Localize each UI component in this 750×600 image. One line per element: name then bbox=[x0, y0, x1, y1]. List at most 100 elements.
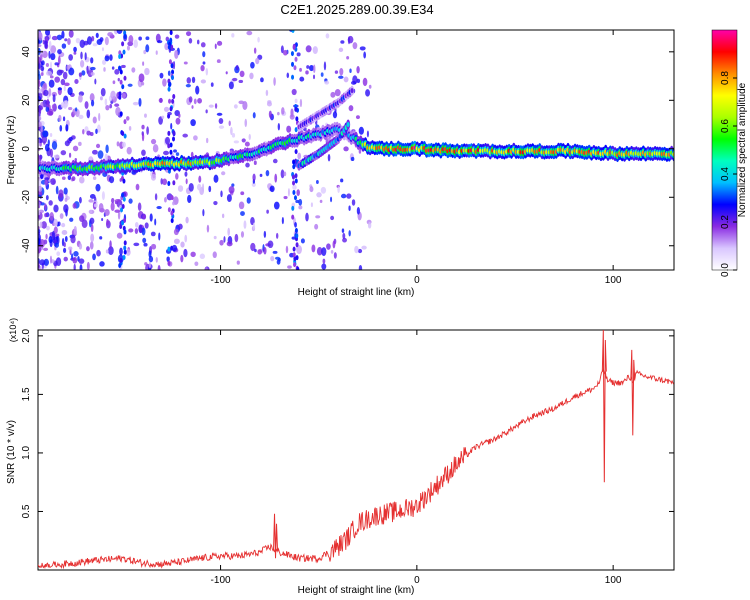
spectrogram-speckle bbox=[92, 176, 97, 181]
spectrogram-speckle bbox=[172, 201, 176, 206]
spectrogram-speckle bbox=[277, 123, 280, 131]
spectrogram-speckle bbox=[206, 137, 209, 144]
snr-ytick-label: 0.5 bbox=[21, 504, 32, 518]
spectrogram-speckle bbox=[265, 169, 270, 177]
spectrogram-speckle bbox=[128, 35, 134, 45]
spectrogram-speckle bbox=[68, 136, 73, 142]
spectrogram-speckle bbox=[355, 115, 360, 120]
colorbar-tick-label: 0.0 bbox=[720, 263, 731, 277]
spectrogram-speckle bbox=[38, 210, 41, 216]
spectrogram-speckle bbox=[141, 132, 145, 142]
spectrogram-speckle bbox=[311, 244, 316, 253]
spectrogram-speckle bbox=[322, 258, 326, 264]
spectrogram-speckle bbox=[358, 148, 362, 154]
spectrogram-speckle bbox=[197, 98, 202, 104]
spectrogram-speckle bbox=[90, 66, 96, 71]
spectrogram-speckle bbox=[267, 240, 274, 249]
spectrogram-speckle bbox=[272, 250, 278, 254]
spectrogram-speckle bbox=[313, 64, 316, 74]
spectrogram-speckle bbox=[123, 75, 127, 81]
spectrogram-speckle bbox=[175, 117, 181, 125]
spectrogram-speckle bbox=[365, 89, 371, 97]
spectrogram-speckle bbox=[202, 51, 206, 58]
spectrogram-speckle bbox=[68, 54, 74, 61]
spectrogram-speckle bbox=[60, 78, 66, 86]
spectrogram-speckle bbox=[111, 66, 115, 70]
spectrogram-speckle bbox=[163, 106, 170, 112]
snr-ytick-label: 1.5 bbox=[21, 387, 32, 401]
spectrogram-speckle bbox=[73, 263, 76, 270]
spectrogram-speckle bbox=[63, 85, 66, 92]
spectrogram-speckle bbox=[69, 217, 74, 222]
spectrogram-speckle bbox=[346, 193, 352, 199]
spectrogram-speckle bbox=[367, 221, 372, 229]
colorbar-ticks: 0.0 0.2 0.4 0.6 0.8 bbox=[720, 71, 737, 277]
spectrogram-speckle bbox=[293, 65, 297, 71]
spectrogram-speckle bbox=[102, 59, 107, 65]
spectrogram-speckle bbox=[277, 111, 280, 116]
spectrogram-speckle bbox=[297, 152, 302, 160]
spectrogram-speckle bbox=[101, 47, 105, 52]
spectrogram-speckle bbox=[283, 171, 287, 177]
branch-core bbox=[350, 88, 354, 94]
spectrogram-speckle bbox=[121, 92, 127, 99]
spectrogram-speckle bbox=[73, 51, 77, 55]
spectrogram-speckle bbox=[38, 116, 42, 121]
spectrogram-speckle bbox=[278, 257, 281, 262]
spectrogram-speckle bbox=[38, 62, 41, 70]
spectrogram-speckle bbox=[292, 246, 296, 252]
spectrogram-speckle bbox=[75, 107, 78, 112]
spectrogram-speckle bbox=[252, 173, 256, 182]
snr-spike bbox=[601, 330, 607, 483]
spectrogram-speckle bbox=[63, 187, 68, 195]
spectrogram-speckle bbox=[156, 40, 163, 44]
spectrogram-speckle bbox=[305, 212, 309, 222]
spectrogram-speckle bbox=[186, 77, 192, 84]
spectrogram-speckle bbox=[316, 192, 322, 198]
snr-ticks: -100 0 100 0.5 1.0 1.5 2.0 bbox=[21, 328, 674, 586]
spectrogram-speckle bbox=[294, 221, 297, 228]
colorbar-tick-label: 0.6 bbox=[720, 119, 731, 133]
spectrogram-xlabel: Height of straight line (km) bbox=[298, 287, 415, 298]
spectrogram-speckle bbox=[348, 230, 351, 237]
spectrogram-speckle bbox=[168, 59, 172, 65]
spectrogram-panel: -100 0 100 -40 -20 0 20 40 Height of straight l… bbox=[6, 29, 675, 298]
spectrogram-speckle bbox=[109, 54, 113, 61]
spectrogram-speckle bbox=[90, 223, 94, 233]
spectrogram-speckle bbox=[347, 36, 351, 45]
spectrogram-speckle bbox=[38, 44, 42, 48]
spectrogram-speckle bbox=[306, 65, 310, 69]
spectrogram-speckle bbox=[156, 205, 162, 210]
spectrogram-speckle bbox=[281, 107, 285, 115]
spectrogram-speckle bbox=[348, 205, 351, 211]
spectrogram-speckle bbox=[341, 228, 345, 233]
spectrogram-speckle bbox=[214, 103, 218, 109]
spectrogram-speckle bbox=[200, 79, 207, 84]
spectrogram-speckle bbox=[188, 183, 194, 192]
spectrogram-speckle bbox=[105, 105, 110, 111]
spectrogram-speckle bbox=[295, 233, 299, 239]
spectrogram-speckle bbox=[172, 130, 176, 136]
spectrogram-speckle bbox=[185, 178, 188, 185]
spectrogram-speckle bbox=[57, 87, 62, 91]
spectrogram-ticks: -100 0 100 -40 -20 0 20 40 bbox=[21, 30, 674, 286]
spectrogram-speckle bbox=[64, 236, 68, 243]
spectrogram-speckle bbox=[86, 261, 90, 270]
spectrogram-speckle bbox=[168, 81, 172, 87]
spectrogram-speckle bbox=[167, 181, 171, 187]
spectrogram-speckle bbox=[39, 221, 43, 229]
snr-plot-area bbox=[38, 330, 674, 570]
spectrogram-speckle bbox=[114, 103, 120, 107]
spectrogram-speckle bbox=[90, 99, 95, 107]
spectrogram-speckle bbox=[118, 65, 122, 71]
spectrogram-speckle bbox=[86, 65, 89, 75]
spectrogram-speckle bbox=[205, 267, 208, 270]
snr-line bbox=[38, 367, 674, 570]
spectrogram-speckle bbox=[48, 40, 52, 50]
spectrogram-speckle bbox=[338, 47, 344, 53]
spectrogram-speckle bbox=[119, 258, 123, 264]
spectrogram-speckle bbox=[354, 245, 359, 254]
spectrogram-speckle bbox=[240, 191, 245, 196]
spectrogram-speckle bbox=[74, 79, 79, 84]
spectrogram-speckle bbox=[86, 246, 90, 252]
